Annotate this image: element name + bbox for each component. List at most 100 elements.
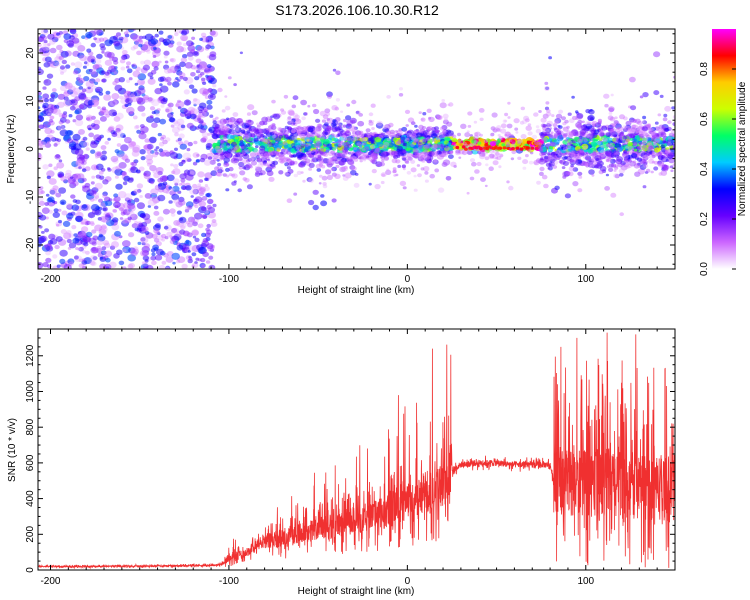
heatmap-cell (55, 125, 62, 131)
heatmap-cell (664, 149, 668, 153)
heatmap-cell (629, 133, 633, 137)
heatmap-cell (69, 105, 76, 111)
heatmap-cell (80, 160, 87, 166)
heatmap-cell (49, 189, 56, 195)
heatmap-cell (625, 138, 630, 143)
heatmap-cell (326, 117, 334, 124)
heatmap-cell (345, 129, 351, 134)
heatmap-cell (118, 162, 127, 169)
heatmap-cell (172, 261, 176, 265)
heatmap-cell (179, 222, 187, 229)
heatmap-cell (255, 155, 260, 160)
heatmap-cell (63, 33, 72, 40)
heatmap-cell (190, 219, 194, 223)
heatmap-cell (187, 258, 193, 264)
heatmap-cell (121, 171, 127, 176)
heatmap-cell (141, 242, 146, 246)
heatmap-cell (332, 118, 337, 123)
heatmap-cell (633, 163, 641, 169)
heatmap-cell (363, 154, 372, 160)
heatmap-cell (60, 125, 66, 129)
heatmap-cell (127, 29, 135, 33)
heatmap-cell (326, 118, 330, 121)
snr-x-tick-label: 100 (577, 576, 594, 587)
heatmap-cell (110, 155, 119, 163)
heatmap-cell (101, 78, 106, 83)
heatmap-cell (93, 134, 102, 142)
heatmap-cell (337, 142, 342, 146)
heatmap-cell (79, 55, 87, 62)
heatmap-cell (451, 137, 458, 143)
heatmap-cell (76, 154, 85, 162)
heatmap-cell (619, 172, 624, 177)
heatmap-cell (315, 150, 319, 154)
heatmap-cell (485, 163, 489, 167)
heatmap-cell (142, 261, 149, 267)
heatmap-cell (112, 198, 117, 202)
heatmap-cell (410, 167, 417, 173)
heatmap-cell (292, 95, 299, 101)
heatmap-cell (101, 78, 107, 83)
heatmap-cell (489, 153, 495, 159)
heatmap-cell (53, 166, 58, 171)
heatmap-cell (335, 98, 340, 102)
heatmap-cell (644, 171, 649, 174)
heatmap-cell (198, 187, 206, 195)
heatmap-cell (58, 159, 63, 163)
heatmap-cell (256, 136, 261, 140)
heatmap-cell (421, 146, 429, 153)
heatmap-cell (130, 46, 136, 51)
heatmap-cell (346, 130, 350, 134)
heatmap-cell (150, 38, 158, 45)
heatmap-cell (522, 139, 528, 144)
heatmap-cell (641, 140, 647, 145)
heatmap-cell (41, 244, 51, 252)
heatmap-cell (406, 133, 412, 138)
heatmap-cell (233, 160, 239, 165)
heatmap-cell (165, 265, 171, 269)
heatmap-cell (143, 266, 148, 269)
heatmap-cell (179, 217, 184, 221)
heatmap-cell (295, 118, 302, 124)
heatmap-cell (493, 126, 500, 133)
heatmap-cell (320, 200, 328, 207)
heatmap-cell (623, 116, 628, 121)
heatmap-cell (97, 136, 102, 141)
heatmap-cell (598, 141, 603, 146)
heatmap-cell (115, 128, 121, 133)
heatmap-cell (151, 233, 158, 239)
heatmap-cell (257, 157, 261, 161)
heatmap-cell (137, 78, 146, 86)
heatmap-cell (566, 125, 570, 129)
heatmap-cell (112, 158, 119, 164)
heatmap-cell (610, 163, 617, 168)
heatmap-cell (361, 148, 366, 152)
heatmap-cell (78, 86, 84, 90)
heatmap-cell (138, 38, 143, 43)
heatmap-cell (67, 179, 74, 185)
heatmap-cell (93, 58, 102, 65)
heatmap-cell (642, 145, 647, 149)
heatmap-cell (48, 178, 57, 185)
heatmap-cell (185, 220, 191, 225)
heatmap-cell (323, 152, 329, 157)
heatmap-x-tick-label: -200 (40, 274, 60, 285)
heatmap-cell (323, 144, 327, 148)
heatmap-cell (174, 132, 179, 137)
heatmap-cell (216, 149, 223, 155)
heatmap-cell (368, 182, 372, 186)
heatmap-cell (121, 220, 130, 227)
heatmap-cell (75, 79, 84, 86)
heatmap-cell (530, 151, 534, 155)
heatmap-cell (350, 169, 357, 176)
heatmap-cell (546, 120, 553, 126)
heatmap-cell (642, 155, 648, 160)
heatmap-cell (371, 127, 375, 130)
heatmap-cell (613, 150, 620, 156)
heatmap-cell (394, 133, 400, 138)
heatmap-blob-group (38, 29, 675, 269)
heatmap-cell (199, 37, 204, 42)
heatmap-cell (148, 178, 155, 184)
heatmap-cell (41, 230, 45, 234)
heatmap-cell (217, 162, 222, 167)
